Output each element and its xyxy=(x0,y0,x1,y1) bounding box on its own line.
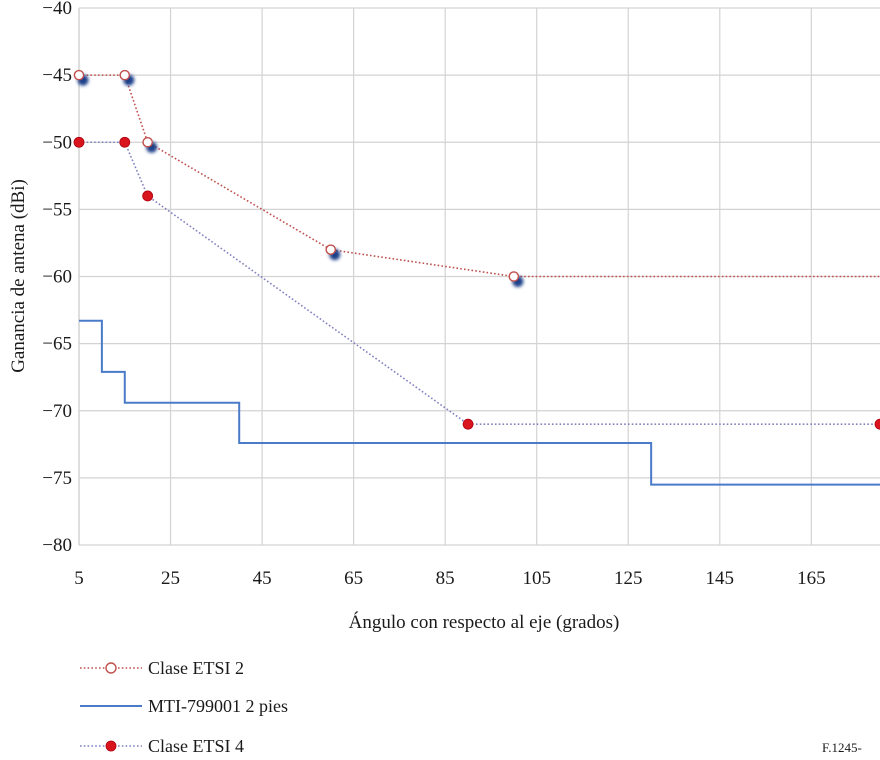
data-point xyxy=(463,419,473,429)
data-point xyxy=(326,245,335,254)
y-tick-label: −40 xyxy=(42,0,72,19)
data-point xyxy=(74,137,84,147)
x-tick-labels: 5 25 45 65 85 105 125 145 165 xyxy=(74,568,825,589)
legend-label: Clase ETSI 2 xyxy=(148,658,244,678)
x-tick-label: 125 xyxy=(614,568,643,589)
x-axis-title: Ángulo con respecto al eje (grados) xyxy=(349,611,620,633)
legend-item: MTI-799001 2 pies xyxy=(80,696,288,716)
x-tick-label: 65 xyxy=(344,568,363,589)
y-tick-label: −80 xyxy=(42,535,72,556)
y-axis-title: Ganancia de antena (dBi) xyxy=(8,179,29,373)
data-point xyxy=(74,71,83,80)
legend-label: MTI-799001 2 pies xyxy=(148,696,288,716)
legend-item: Clase ETSI 2 xyxy=(80,658,244,678)
x-tick-label: 5 xyxy=(74,568,84,589)
legend-item: Clase ETSI 4 xyxy=(80,736,244,756)
x-tick-label: 165 xyxy=(797,568,826,589)
x-tick-label: 85 xyxy=(436,568,455,589)
y-tick-label: −45 xyxy=(42,65,72,86)
x-tick-label: 105 xyxy=(522,568,551,589)
x-tick-label: 145 xyxy=(706,568,735,589)
data-point xyxy=(509,272,518,281)
data-point xyxy=(120,71,129,80)
y-tick-label: −50 xyxy=(42,132,72,153)
y-tick-labels: −40 −45 −50 −55 −60 −65 −70 −75 −80 xyxy=(42,0,72,556)
y-tick-label: −65 xyxy=(42,334,72,355)
legend-marker xyxy=(106,663,116,673)
x-tick-label: 25 xyxy=(161,568,180,589)
figure-reference: F.1245- xyxy=(822,740,862,755)
legend-label: Clase ETSI 4 xyxy=(148,736,244,756)
legend: Clase ETSI 2 MTI-799001 2 pies Clase ETSI … xyxy=(80,658,288,756)
y-tick-label: −75 xyxy=(42,468,72,489)
data-point xyxy=(143,191,153,201)
data-point xyxy=(120,137,130,147)
legend-marker xyxy=(106,741,116,751)
y-tick-label: −70 xyxy=(42,401,72,422)
data-point xyxy=(143,138,152,147)
y-tick-label: −60 xyxy=(42,267,72,288)
y-tick-label: −55 xyxy=(42,199,72,220)
x-tick-label: 45 xyxy=(253,568,272,589)
